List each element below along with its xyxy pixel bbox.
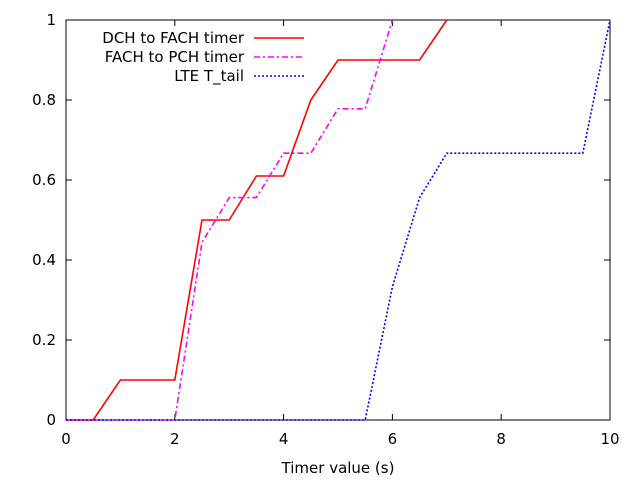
series-line-3 <box>66 19 610 421</box>
x-tick-label: 0 <box>61 430 71 448</box>
y-tick-label: 0.8 <box>32 91 56 109</box>
y-tick-label: 0.2 <box>32 331 56 349</box>
x-axis: 0 2 4 6 8 10 <box>61 20 620 448</box>
y-tick-label: 0.6 <box>32 171 56 189</box>
y-tick-label: 0.4 <box>32 251 56 269</box>
x-tick-label: 6 <box>388 430 398 448</box>
legend-label: LTE T_tail <box>174 67 244 86</box>
series-line-1 <box>66 19 448 421</box>
x-tick-label: 8 <box>496 430 506 448</box>
y-tick-label: 0 <box>46 411 56 429</box>
x-tick-label: 10 <box>600 430 619 448</box>
y-axis: 0 0.2 0.4 0.6 0.8 1 <box>32 11 610 429</box>
x-tick-label: 4 <box>279 430 289 448</box>
x-axis-label: Timer value (s) <box>281 459 395 477</box>
plot-frame <box>65 19 611 421</box>
legend-label: FACH to PCH timer <box>105 48 245 66</box>
x-tick-label: 2 <box>170 430 180 448</box>
series-layer <box>66 19 610 421</box>
legend-label: DCH to FACH timer <box>102 29 245 47</box>
series-line-2 <box>66 19 394 421</box>
y-tick-label: 1 <box>46 11 56 29</box>
